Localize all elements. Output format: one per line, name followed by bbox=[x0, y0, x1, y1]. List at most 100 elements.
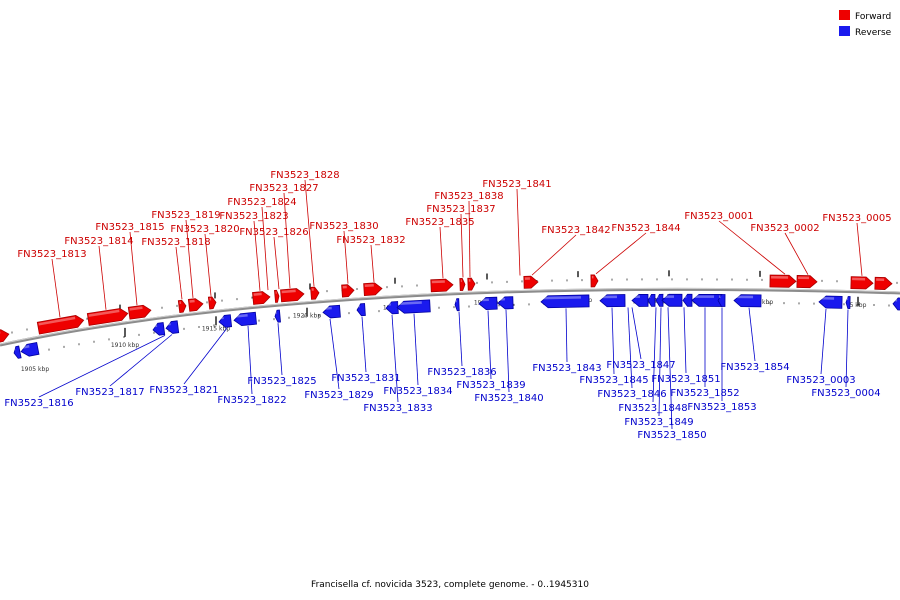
reverse-gene-0-arrow[interactable] bbox=[13, 345, 22, 359]
forward-gene-label-FN3523_1824[interactable]: FN3523_1824 bbox=[227, 197, 296, 208]
reverse-gene-18-arrow[interactable] bbox=[655, 293, 664, 307]
reverse-gene-7-arrow[interactable] bbox=[322, 304, 341, 319]
forward-gene-label-FN3523_1819[interactable]: FN3523_1819 bbox=[151, 210, 220, 221]
reverse-gene-3-arrow[interactable] bbox=[165, 320, 180, 334]
reverse-gene-8-arrow[interactable] bbox=[356, 303, 366, 317]
forward-gene-label-FN3523_1838[interactable]: FN3523_1838 bbox=[434, 191, 503, 202]
forward-gene-16-arrow[interactable] bbox=[523, 275, 539, 289]
reverse-gene-label-FN3523_1847[interactable]: FN3523_1847 bbox=[606, 360, 675, 371]
forward-gene-0-arrow[interactable] bbox=[0, 328, 10, 344]
reverse-gene-label-FN3523_1850[interactable]: FN3523_1850 bbox=[637, 430, 706, 441]
forward-gene-1-arrow[interactable] bbox=[36, 314, 85, 335]
forward-gene-label-FN3523_1815[interactable]: FN3523_1815 bbox=[95, 222, 164, 233]
forward-gene-label-FN3523_0002[interactable]: FN3523_0002 bbox=[750, 223, 819, 234]
reverse-gene-label-FN3523_1839[interactable]: FN3523_1839 bbox=[456, 380, 525, 391]
forward-gene-label-FN3523_1841[interactable]: FN3523_1841 bbox=[482, 179, 551, 190]
reverse-gene-10-arrow[interactable] bbox=[396, 299, 431, 314]
reverse-gene-19-arrow[interactable] bbox=[661, 293, 683, 307]
reverse-gene-6-arrow[interactable] bbox=[274, 309, 281, 323]
reverse-gene-label-FN3523_1851[interactable]: FN3523_1851 bbox=[651, 374, 720, 385]
reverse-gene-label-FN3523_1831-leader bbox=[361, 316, 367, 373]
forward-gene-5-arrow[interactable] bbox=[187, 298, 204, 312]
reverse-gene-1-arrow[interactable] bbox=[20, 342, 40, 358]
reverse-gene-2-arrow[interactable] bbox=[152, 322, 166, 336]
forward-gene-label-FN3523_1820[interactable]: FN3523_1820 bbox=[170, 224, 239, 235]
reverse-gene-label-FN3523_1829[interactable]: FN3523_1829 bbox=[304, 390, 373, 401]
forward-gene-4-arrow[interactable] bbox=[177, 299, 187, 314]
forward-gene-12-arrow[interactable] bbox=[363, 282, 383, 296]
forward-gene-label-FN3523_1827[interactable]: FN3523_1827 bbox=[249, 183, 318, 194]
forward-gene-8-arrow[interactable] bbox=[274, 289, 280, 303]
reverse-gene-label-FN3523_1849[interactable]: FN3523_1849 bbox=[624, 417, 693, 428]
forward-gene-label-FN3523_1819-leader bbox=[185, 219, 194, 298]
forward-gene-18-arrow[interactable] bbox=[769, 274, 797, 288]
reverse-gene-23-arrow[interactable] bbox=[733, 294, 762, 308]
forward-gene-label-FN3523_1837[interactable]: FN3523_1837 bbox=[426, 204, 495, 215]
forward-gene-label-FN3523_1818[interactable]: FN3523_1818 bbox=[141, 237, 210, 248]
genome-backbone bbox=[0, 287, 900, 347]
forward-gene-label-FN3523_0005[interactable]: FN3523_0005 bbox=[822, 213, 891, 224]
reverse-gene-15-arrow[interactable] bbox=[599, 294, 626, 308]
reverse-gene-label-FN3523_0003[interactable]: FN3523_0003 bbox=[786, 375, 855, 386]
forward-gene-14-arrow[interactable] bbox=[459, 278, 466, 291]
reverse-gene-label-FN3523_1843[interactable]: FN3523_1843 bbox=[532, 363, 601, 374]
forward-gene-20-arrow[interactable] bbox=[850, 276, 874, 290]
reverse-gene-label-FN3523_1840[interactable]: FN3523_1840 bbox=[474, 393, 543, 404]
forward-gene-3-arrow[interactable] bbox=[127, 304, 152, 320]
reverse-gene-label-FN3523_1846[interactable]: FN3523_1846 bbox=[597, 389, 666, 400]
reverse-gene-4-arrow[interactable] bbox=[218, 314, 233, 328]
forward-gene-9-arrow[interactable] bbox=[280, 288, 305, 303]
reverse-gene-12-arrow[interactable] bbox=[478, 296, 498, 310]
forward-gene-label-FN3523_1828[interactable]: FN3523_1828 bbox=[270, 170, 339, 181]
reverse-gene-label-FN3523_1825[interactable]: FN3523_1825 bbox=[247, 376, 316, 387]
forward-gene-label-FN3523_0001[interactable]: FN3523_0001 bbox=[684, 211, 753, 222]
forward-gene-label-FN3523_1842[interactable]: FN3523_1842 bbox=[541, 225, 610, 236]
reverse-gene-21-arrow[interactable] bbox=[691, 293, 723, 307]
forward-gene-13-arrow[interactable] bbox=[430, 278, 454, 293]
forward-gene-label-FN3523_1813[interactable]: FN3523_1813 bbox=[17, 249, 86, 260]
reverse-gene-label-FN3523_1821[interactable]: FN3523_1821 bbox=[149, 385, 218, 396]
forward-gene-label-FN3523_1826[interactable]: FN3523_1826 bbox=[239, 227, 308, 238]
reverse-gene-13-arrow[interactable] bbox=[497, 296, 514, 310]
reverse-gene-label-FN3523_1816[interactable]: FN3523_1816 bbox=[4, 398, 73, 409]
forward-gene-label-FN3523_1814[interactable]: FN3523_1814 bbox=[64, 236, 133, 247]
reverse-gene-16-arrow[interactable] bbox=[631, 293, 649, 307]
reverse-gene-label-FN3523_1852[interactable]: FN3523_1852 bbox=[670, 388, 739, 399]
forward-gene-label-FN3523_1835[interactable]: FN3523_1835 bbox=[405, 217, 474, 228]
reverse-gene-label-FN3523_1833[interactable]: FN3523_1833 bbox=[363, 403, 432, 414]
forward-gene-19-arrow[interactable] bbox=[796, 275, 818, 289]
reverse-gene-14-arrow[interactable] bbox=[540, 294, 590, 309]
forward-gene-21-arrow[interactable] bbox=[874, 276, 893, 290]
reverse-gene-5-arrow[interactable] bbox=[233, 311, 257, 327]
reverse-gene-label-FN3523_1831[interactable]: FN3523_1831 bbox=[331, 373, 400, 384]
reverse-gene-25-arrow[interactable] bbox=[845, 296, 851, 309]
forward-gene-10-arrow[interactable] bbox=[310, 286, 320, 300]
forward-gene-17-arrow[interactable] bbox=[590, 274, 599, 288]
forward-gene-2-arrow[interactable] bbox=[86, 307, 129, 326]
forward-gene-label-FN3523_1823[interactable]: FN3523_1823 bbox=[219, 211, 288, 222]
reverse-gene-17-arrow[interactable] bbox=[647, 293, 656, 307]
reverse-gene-label-FN3523_1822[interactable]: FN3523_1822 bbox=[217, 395, 286, 406]
reverse-gene-11-arrow[interactable] bbox=[454, 298, 460, 312]
forward-gene-6-arrow[interactable] bbox=[207, 296, 217, 310]
forward-gene-7-arrow[interactable] bbox=[252, 291, 271, 305]
reverse-gene-9-arrow[interactable] bbox=[385, 301, 399, 315]
reverse-gene-label-FN3523_1845[interactable]: FN3523_1845 bbox=[579, 375, 648, 386]
reverse-gene-label-FN3523_0004[interactable]: FN3523_0004 bbox=[811, 388, 880, 399]
reverse-gene-label-FN3523_1854[interactable]: FN3523_1854 bbox=[720, 362, 789, 373]
genome-title-footer: Francisella cf. novicida 3523, complete … bbox=[311, 580, 589, 590]
reverse-gene-22-arrow[interactable] bbox=[717, 294, 726, 307]
reverse-gene-20-arrow[interactable] bbox=[682, 293, 693, 307]
forward-gene-11-arrow[interactable] bbox=[341, 284, 355, 298]
reverse-gene-label-FN3523_1817[interactable]: FN3523_1817 bbox=[75, 387, 144, 398]
reverse-gene-label-FN3523_1848[interactable]: FN3523_1848 bbox=[618, 403, 687, 414]
reverse-gene-24-arrow[interactable] bbox=[818, 295, 843, 309]
reverse-gene-26-arrow[interactable] bbox=[892, 297, 900, 311]
reverse-gene-label-FN3523_1836[interactable]: FN3523_1836 bbox=[427, 367, 496, 378]
forward-gene-label-FN3523_1830[interactable]: FN3523_1830 bbox=[309, 221, 378, 232]
forward-gene-label-FN3523_1832[interactable]: FN3523_1832 bbox=[336, 235, 405, 246]
forward-gene-label-FN3523_1844[interactable]: FN3523_1844 bbox=[611, 223, 680, 234]
reverse-gene-label-FN3523_1853[interactable]: FN3523_1853 bbox=[687, 402, 756, 413]
reverse-gene-label-FN3523_1834[interactable]: FN3523_1834 bbox=[383, 386, 452, 397]
forward-gene-15-arrow[interactable] bbox=[467, 277, 476, 291]
